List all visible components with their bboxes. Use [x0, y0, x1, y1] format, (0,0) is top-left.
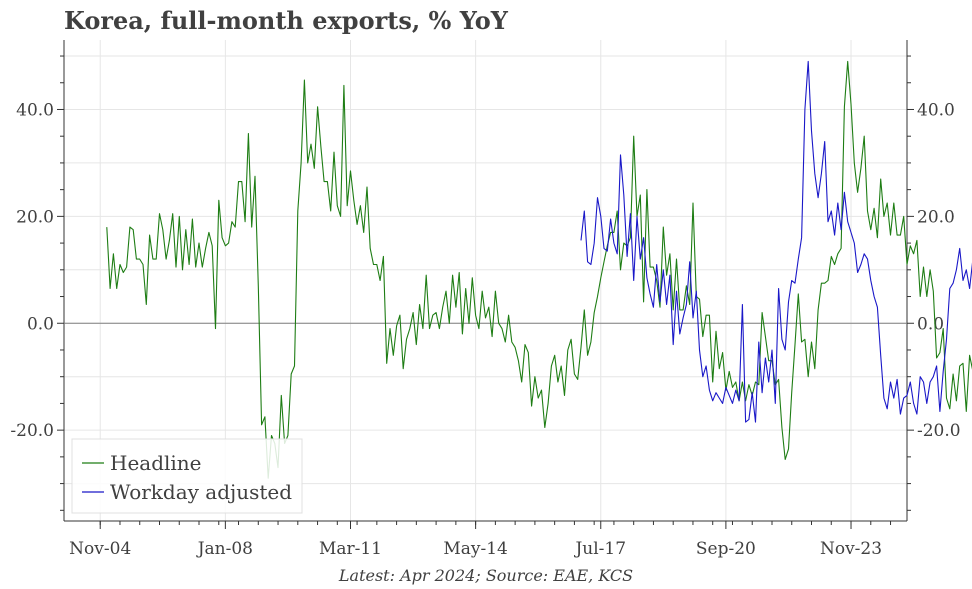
series-line-headline	[106, 60, 972, 479]
x-tick-label: Nov-23	[820, 539, 882, 559]
x-tick-label: Mar-11	[319, 539, 382, 559]
x-tick-label: May-14	[443, 539, 508, 559]
legend-label: Workday adjusted	[110, 480, 292, 504]
chart-title: Korea, full-month exports, % YoY	[64, 6, 508, 35]
y-tick-label-right: 0.0	[917, 314, 944, 334]
chart-series	[106, 60, 972, 479]
y-tick-label-right: 20.0	[917, 207, 955, 227]
series-line-workday-adjusted	[580, 60, 972, 423]
x-tick-label: Sep-20	[696, 539, 756, 559]
y-tick-label-right: 40.0	[917, 100, 955, 120]
chart-caption: Latest: Apr 2024; Source: EAE, KCS	[338, 566, 634, 585]
x-tick-label: Jul-17	[573, 539, 626, 559]
legend-label: Headline	[110, 451, 202, 475]
y-tick-label-left: 20.0	[16, 207, 54, 227]
legend-box	[71, 438, 303, 514]
chart-axes: -20.0 -20.0 0.0 0.0 20.0 20.0 40.0 40.0 Nov-04 Ja…	[10, 40, 961, 559]
y-tick-label-left: 40.0	[16, 100, 54, 120]
y-tick-label-left: 0.0	[27, 314, 54, 334]
x-tick-label: Jan-08	[196, 539, 253, 559]
x-tick-label: Nov-04	[69, 539, 131, 559]
y-tick-label-right: -20.0	[917, 421, 961, 441]
chart-legend: Headline Workday adjusted	[71, 438, 303, 514]
y-tick-label-left: -20.0	[10, 421, 54, 441]
